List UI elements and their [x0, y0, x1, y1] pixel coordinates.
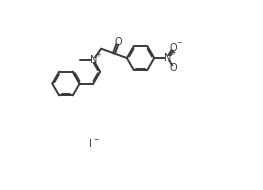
- Bar: [171, 66, 176, 70]
- Text: O: O: [170, 63, 178, 73]
- Text: N: N: [90, 55, 97, 65]
- Text: O: O: [170, 43, 178, 53]
- Bar: [91, 58, 96, 62]
- Text: I: I: [89, 139, 92, 149]
- Text: +: +: [95, 52, 102, 58]
- Bar: [171, 46, 176, 50]
- Text: +: +: [170, 50, 176, 56]
- Text: −: −: [176, 40, 182, 46]
- Text: −: −: [93, 136, 99, 142]
- Text: O: O: [114, 37, 122, 47]
- Text: N: N: [164, 53, 171, 63]
- Bar: [165, 56, 171, 60]
- Bar: [115, 40, 121, 44]
